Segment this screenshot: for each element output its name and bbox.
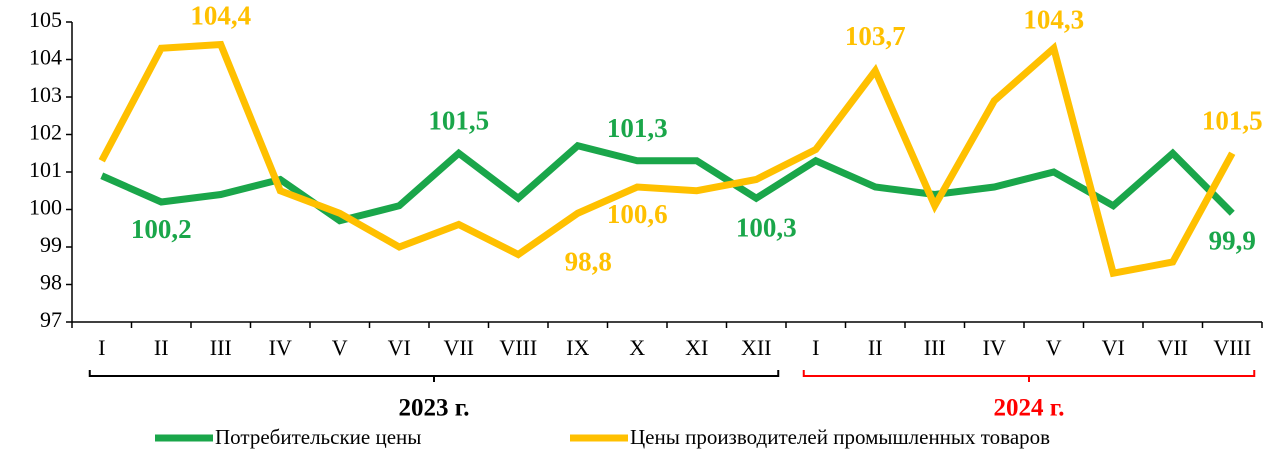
y-tick-label: 100 xyxy=(29,195,62,220)
y-tick-label: 103 xyxy=(29,82,62,107)
data-label: 104,3 xyxy=(1023,4,1084,34)
group-label: 2023 г. xyxy=(398,395,469,422)
data-label: 99,9 xyxy=(1209,225,1256,255)
x-tick-label: II xyxy=(154,335,169,360)
y-tick-label: 97 xyxy=(40,307,62,332)
x-tick-label: V xyxy=(332,335,348,360)
series-line xyxy=(98,40,1236,278)
x-tick-label: VI xyxy=(388,335,411,360)
x-tick-label: II xyxy=(868,335,883,360)
x-tick-label: XI xyxy=(685,335,708,360)
x-tick-label: X xyxy=(629,335,645,360)
x-tick-label: I xyxy=(812,335,819,360)
data-label: 100,6 xyxy=(607,199,668,229)
data-label: 98,8 xyxy=(565,247,612,277)
x-tick-label: IV xyxy=(983,335,1006,360)
y-tick-label: 104 xyxy=(29,45,62,70)
x-tick-label: VIII xyxy=(499,335,537,360)
x-tick-label: VI xyxy=(1102,335,1125,360)
data-label: 101,3 xyxy=(607,113,668,143)
y-tick-label: 98 xyxy=(40,270,62,295)
x-tick-label: XII xyxy=(741,335,772,360)
x-tick-label: VIII xyxy=(1213,335,1251,360)
y-tick-label: 102 xyxy=(29,120,62,145)
y-tick-label: 99 xyxy=(40,232,62,257)
data-label: 100,2 xyxy=(131,214,192,244)
data-label: 104,4 xyxy=(190,1,251,31)
x-tick-label: IV xyxy=(269,335,292,360)
x-tick-label: III xyxy=(924,335,946,360)
group-bracket xyxy=(88,370,780,382)
legend-label: Цены производителей промышленных товаров xyxy=(630,425,1050,449)
data-label: 101,5 xyxy=(428,105,489,135)
data-label: 100,3 xyxy=(736,212,797,242)
y-tick-label: 105 xyxy=(29,7,62,32)
x-tick-label: I xyxy=(98,335,105,360)
group-label: 2024 г. xyxy=(993,395,1064,422)
y-tick-label: 101 xyxy=(29,157,62,182)
x-tick-label: IX xyxy=(566,335,589,360)
x-tick-label: VII xyxy=(443,335,474,360)
group-bracket xyxy=(802,370,1256,382)
legend-label: Потребительские цены xyxy=(215,425,421,449)
x-tick-label: V xyxy=(1046,335,1062,360)
data-label: 101,5 xyxy=(1202,105,1263,135)
data-label: 103,7 xyxy=(845,21,906,51)
x-tick-label: III xyxy=(210,335,232,360)
series-line xyxy=(100,141,1235,225)
x-tick-label: VII xyxy=(1157,335,1188,360)
